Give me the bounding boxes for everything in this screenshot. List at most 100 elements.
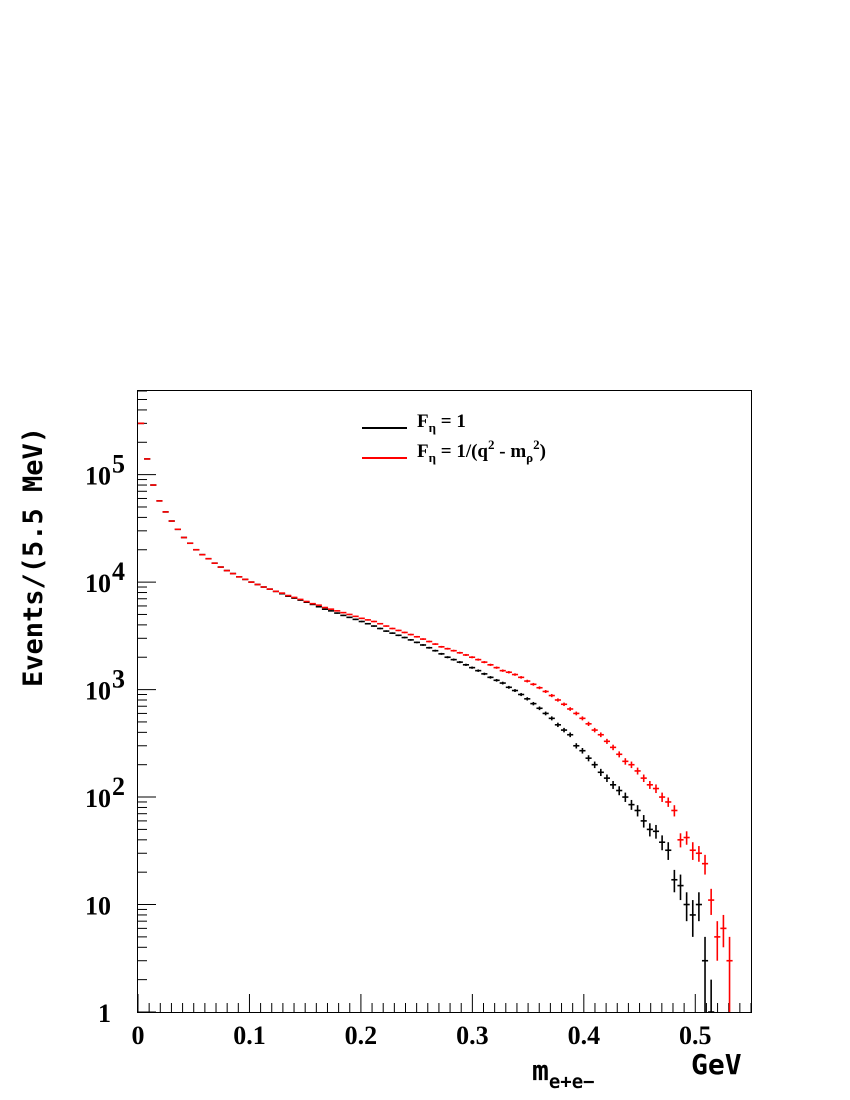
data-point bbox=[346, 613, 353, 616]
x-tick-label: 0.4 bbox=[568, 1021, 601, 1050]
data-point bbox=[585, 721, 592, 727]
data-point bbox=[499, 669, 506, 672]
data-point bbox=[499, 681, 506, 685]
legend-label-0: Fη = 1 bbox=[417, 411, 466, 435]
data-point bbox=[469, 656, 476, 659]
data-point bbox=[530, 682, 537, 686]
data-point bbox=[211, 562, 218, 564]
data-point bbox=[567, 707, 574, 711]
data-point bbox=[364, 619, 371, 621]
data-point bbox=[701, 936, 709, 1012]
data-point bbox=[395, 629, 402, 632]
data-point bbox=[260, 586, 267, 588]
data-point bbox=[536, 686, 543, 690]
data-point bbox=[487, 676, 494, 679]
data-point bbox=[708, 979, 715, 1013]
series-0 bbox=[138, 422, 715, 1013]
data-point bbox=[689, 900, 696, 937]
data-point bbox=[597, 732, 604, 738]
data-point bbox=[628, 761, 635, 769]
data-point bbox=[665, 842, 672, 860]
data-point bbox=[603, 774, 611, 783]
data-point bbox=[321, 606, 329, 609]
data-point bbox=[536, 706, 543, 711]
data-point bbox=[475, 658, 482, 661]
data-point bbox=[450, 658, 457, 661]
x-tick-label: 0.1 bbox=[233, 1021, 266, 1050]
data-point bbox=[683, 892, 690, 922]
data-point bbox=[677, 874, 684, 901]
data-point bbox=[665, 797, 672, 807]
data-point bbox=[475, 669, 482, 672]
data-point bbox=[640, 815, 647, 828]
data-point bbox=[677, 833, 684, 848]
data-point bbox=[530, 701, 537, 706]
data-point bbox=[462, 653, 470, 656]
x-tick-label: 0.3 bbox=[456, 1021, 489, 1050]
data-point bbox=[652, 824, 660, 839]
data-point bbox=[438, 652, 445, 655]
data-point bbox=[610, 781, 617, 789]
data-point bbox=[524, 697, 531, 701]
data-point bbox=[542, 690, 549, 694]
data-point bbox=[487, 663, 494, 666]
data-point bbox=[180, 536, 188, 539]
data-point bbox=[377, 627, 384, 630]
data-point bbox=[217, 566, 224, 568]
data-point bbox=[407, 639, 414, 641]
data-point bbox=[352, 615, 359, 618]
data-point bbox=[413, 635, 420, 638]
data-point bbox=[278, 592, 286, 594]
data-point bbox=[659, 792, 666, 802]
x-axis-title: me+e− bbox=[532, 1054, 595, 1093]
y-tick-exponent: 2 bbox=[112, 772, 125, 801]
data-point bbox=[671, 805, 678, 817]
data-point bbox=[689, 842, 696, 860]
y-tick-label: 10 bbox=[85, 569, 111, 598]
y-tick-label: 10 bbox=[85, 462, 111, 491]
data-point bbox=[518, 676, 525, 679]
data-point bbox=[395, 634, 402, 637]
data-point bbox=[646, 823, 653, 837]
legend-label-1: Fη = 1/(q2 - mρ2) bbox=[417, 437, 546, 465]
data-point bbox=[334, 610, 341, 612]
data-point bbox=[407, 633, 414, 636]
data-point bbox=[634, 805, 641, 817]
data-point bbox=[389, 632, 396, 634]
data-point bbox=[383, 630, 390, 632]
data-point bbox=[229, 572, 237, 575]
data-point bbox=[444, 656, 451, 659]
data-point bbox=[364, 622, 371, 625]
data-point bbox=[254, 583, 261, 586]
data-point bbox=[438, 645, 445, 648]
data-point bbox=[695, 892, 702, 922]
data-point bbox=[285, 594, 292, 597]
data-point bbox=[628, 799, 635, 810]
data-point bbox=[450, 649, 457, 652]
data-point bbox=[481, 661, 488, 664]
data-point bbox=[334, 612, 341, 614]
data-point bbox=[671, 869, 678, 893]
data-point bbox=[646, 781, 653, 789]
data-point bbox=[505, 671, 512, 674]
data-point bbox=[726, 936, 733, 1012]
plot-frame bbox=[137, 390, 752, 1013]
x-axis-unit: GeV bbox=[691, 1048, 742, 1081]
data-point bbox=[370, 625, 378, 627]
data-point bbox=[634, 767, 641, 775]
data-point bbox=[377, 622, 384, 625]
y-tick-exponent: 4 bbox=[112, 557, 125, 586]
data-point bbox=[223, 569, 230, 572]
data-point bbox=[444, 647, 451, 650]
data-point bbox=[187, 542, 194, 545]
x-tick-labels: 0 0.1 0.2 0.3 0.4 0.5 bbox=[132, 1021, 712, 1050]
data-point bbox=[315, 605, 322, 608]
data-point bbox=[659, 835, 666, 851]
data-point bbox=[401, 636, 408, 639]
data-point bbox=[573, 711, 580, 716]
data-point bbox=[610, 744, 617, 751]
data-point bbox=[554, 698, 561, 702]
data-point bbox=[493, 666, 500, 669]
data-point bbox=[174, 528, 181, 531]
data-point bbox=[426, 646, 433, 649]
